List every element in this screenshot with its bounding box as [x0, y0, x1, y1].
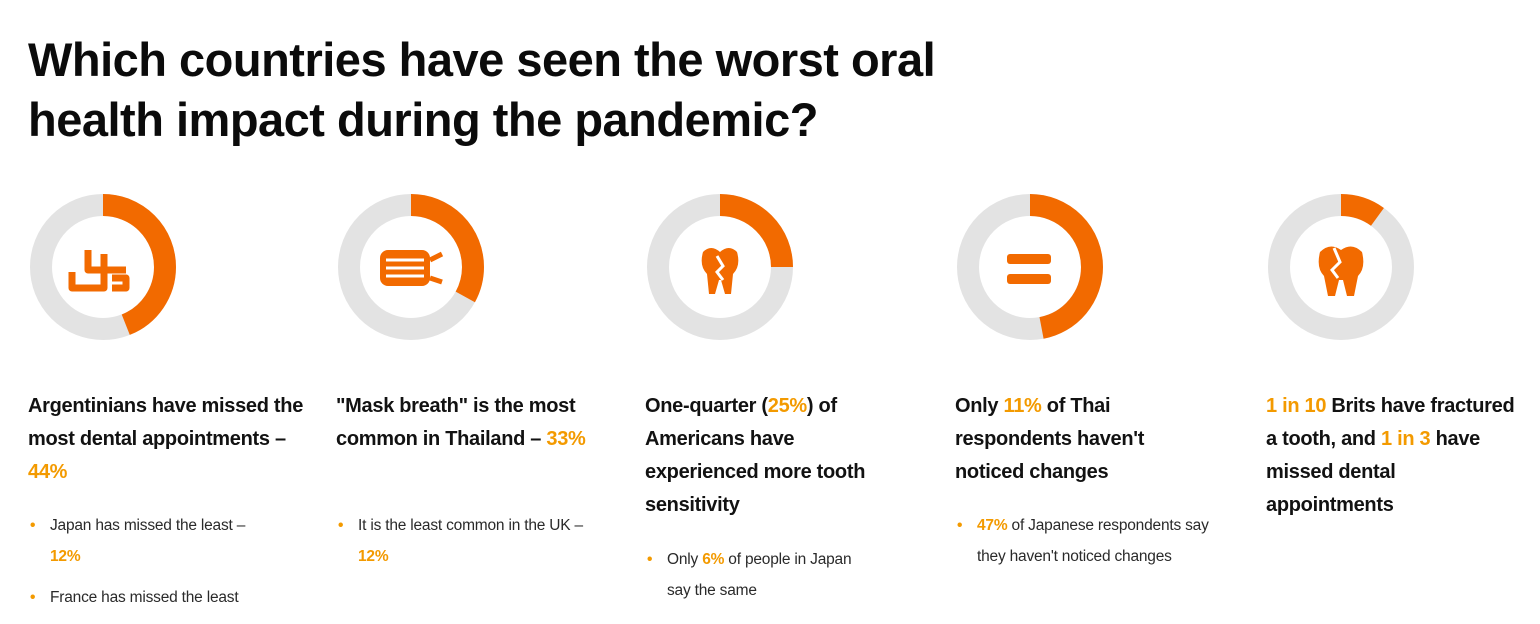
bullet-item: • Only 6% of people in Japan say the same: [645, 544, 877, 606]
ring-svg: [957, 194, 1103, 340]
title-line-1: Which countries have seen the worst oral: [28, 33, 936, 86]
progress-ring: [1266, 182, 1416, 352]
bullet-item: • 47% of Japanese respondents say they ha…: [955, 510, 1227, 572]
headline-text: of Thai respondents haven't noticed chan…: [955, 395, 1145, 483]
bullet-value: 12%: [358, 548, 389, 565]
headline-highlight: 11%: [1003, 395, 1042, 417]
calendar-clock-icon: [68, 250, 130, 292]
headline-highlight: 33%: [546, 428, 586, 450]
bullet-list: • It is the least common in the UK – 12%: [336, 510, 626, 582]
bullet-text: Only: [667, 551, 703, 568]
bullet-item: • France has missed the least: [28, 582, 318, 613]
ring-fill: [30, 194, 176, 340]
bullet-dot-icon: •: [647, 551, 653, 568]
title-line-2: health impact during the pandemic?: [28, 93, 818, 146]
headline: Only 11% of Thai respondents haven't not…: [955, 390, 1195, 489]
headline-text: One-quarter (: [645, 395, 768, 417]
bullet-value: 47%: [977, 517, 1008, 534]
headline-highlight: 44%: [28, 461, 68, 483]
bullet-text: of Japanese respondents say they haven't…: [977, 517, 1209, 565]
equals-icon: [1007, 254, 1051, 284]
bullet-text: Japan has missed the least –: [50, 517, 246, 534]
bullet-text: France has missed the least: [50, 589, 239, 606]
sensitive-tooth-icon: [701, 248, 739, 294]
headline-text: Only: [955, 395, 1004, 417]
bullet-dot-icon: •: [338, 517, 344, 534]
ring-svg: [647, 194, 793, 340]
headline-text: "Mask breath" is the most common in Thai…: [336, 395, 576, 450]
ring-fill: [957, 194, 1103, 340]
bullet-text: It is the least common in the UK –: [358, 517, 583, 534]
headline-text: Argentinians have missed the most dental…: [28, 395, 304, 450]
headline-highlight: 1 in 3: [1380, 428, 1431, 450]
bullet-list: • 47% of Japanese respondents say they ha…: [955, 510, 1245, 582]
headline: 1 in 10 Brits have fractured a tooth, an…: [1266, 390, 1516, 522]
ring-fill: [1268, 194, 1414, 340]
headline-highlight: 1 in 10: [1266, 395, 1327, 417]
progress-ring: [28, 182, 178, 352]
bullet-text: of people in Japan say the same: [667, 551, 852, 599]
fractured-tooth-icon: [1318, 246, 1364, 296]
ring-svg: [1268, 194, 1414, 340]
ring-fill: [647, 194, 793, 340]
headline-highlight: 25%: [767, 395, 807, 417]
bullet-dot-icon: •: [30, 589, 36, 606]
ring-fill: [338, 194, 484, 340]
bullet-value: 6%: [702, 551, 725, 568]
headline-text: ) of Americans have experienced more too…: [645, 395, 866, 516]
bullet-dot-icon: •: [30, 517, 36, 534]
bullet-list: • Japan has missed the least – 12% • Franc…: [28, 510, 318, 623]
progress-ring: [955, 182, 1105, 352]
headline: "Mask breath" is the most common in Thai…: [336, 390, 616, 456]
bullet-dot-icon: •: [957, 517, 963, 534]
bullet-list: • Only 6% of people in Japan say the same: [645, 544, 935, 616]
ring-svg: [338, 194, 484, 340]
headline: One-quarter (25%) of Americans have expe…: [645, 390, 905, 522]
headline: Argentinians have missed the most dental…: [28, 390, 308, 489]
progress-ring: [645, 182, 795, 352]
page-title: Which countries have seen the worst oral…: [28, 30, 1028, 150]
bullet-value: 12%: [50, 548, 81, 565]
face-mask-icon: [380, 250, 444, 286]
bullet-item: • It is the least common in the UK – 12%: [336, 510, 588, 572]
bullet-item: • Japan has missed the least – 12%: [28, 510, 260, 572]
ring-svg: [30, 194, 176, 340]
progress-ring: [336, 182, 486, 352]
headline-text: Brits have fractured a tooth, and: [1266, 395, 1515, 450]
headline-text: have missed dental appointments: [1266, 428, 1480, 516]
